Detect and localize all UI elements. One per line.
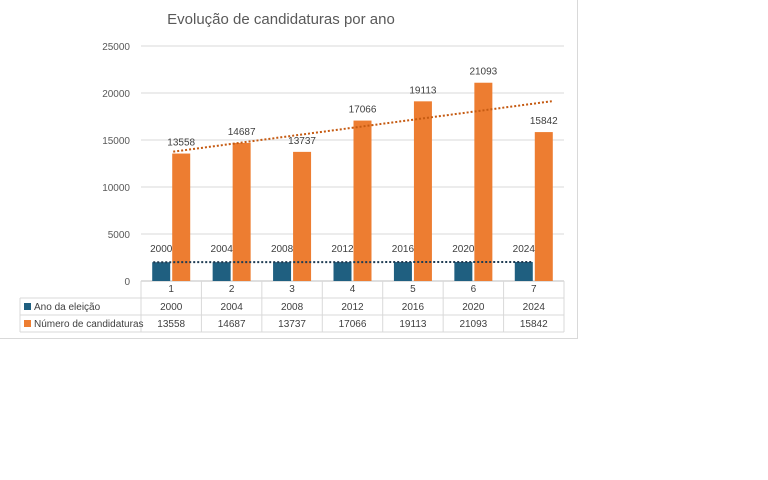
table-cell: 13558: [157, 319, 185, 330]
data-label-ano: 2004: [211, 244, 234, 255]
chart-panel: Evolução de candidaturas por ano 0 5000 100…: [0, 0, 578, 339]
bar-ano-da-eleicao: [152, 262, 171, 281]
table-cell: 2004: [221, 302, 244, 313]
table-cell: 17066: [339, 319, 367, 330]
data-label-candidaturas: 14687: [228, 127, 256, 138]
bar-numero-candidaturas: [474, 82, 493, 281]
legend-label: Número de candidaturas: [34, 319, 144, 330]
table-cell: 2000: [160, 302, 183, 313]
bar-ano-da-eleicao: [212, 262, 231, 281]
table-cell: 13737: [278, 319, 306, 330]
chart-svg: Evolução de candidaturas por ano 0 5000 100…: [19, 11, 565, 333]
y-tick-label: 20000: [102, 89, 130, 100]
bar-ano-da-eleicao: [454, 262, 473, 281]
bar-numero-candidaturas: [353, 120, 372, 282]
data-label-candidaturas: 13558: [167, 138, 195, 149]
y-tick-label: 5000: [108, 230, 131, 241]
data-label-ano: 2020: [452, 244, 475, 255]
legend-key: [24, 320, 31, 327]
y-tick-label: 15000: [102, 136, 130, 147]
table-cell: 2012: [341, 302, 364, 313]
x-tick-label: 1: [168, 284, 174, 295]
data-label-candidaturas: 19113: [409, 85, 437, 96]
table-cell: 2008: [281, 302, 304, 313]
bar-ano-da-eleicao: [273, 262, 292, 281]
x-tick-label: 7: [531, 284, 537, 295]
x-tick-label: 5: [410, 284, 416, 295]
x-tick-label: 3: [289, 284, 295, 295]
legend-label: Ano da eleição: [34, 302, 101, 313]
bar-numero-candidaturas: [534, 132, 553, 281]
table-cell: 2016: [402, 302, 425, 313]
y-tick-label: 25000: [102, 42, 130, 53]
table-cell: 21093: [459, 319, 487, 330]
table-cell: 14687: [218, 319, 246, 330]
bar-numero-candidaturas: [172, 153, 191, 281]
data-label-ano: 2000: [150, 244, 173, 255]
y-tick-label: 10000: [102, 183, 130, 194]
table-cell: 15842: [520, 319, 548, 330]
bar-numero-candidaturas: [413, 101, 432, 281]
bar-ano-da-eleicao: [514, 261, 533, 281]
bar-numero-candidaturas: [293, 151, 312, 281]
x-tick-label: 6: [471, 284, 477, 295]
bar-ano-da-eleicao: [333, 262, 352, 281]
data-label-candidaturas: 15842: [530, 116, 558, 127]
table-cell: 2024: [523, 302, 546, 313]
bar-ano-da-eleicao: [393, 262, 412, 281]
x-tick-label: 4: [350, 284, 356, 295]
data-label-ano: 2024: [513, 244, 536, 255]
data-label-ano: 2016: [392, 244, 415, 255]
table-cell: 19113: [399, 319, 427, 330]
x-tick-label: 2: [229, 284, 235, 295]
bar-numero-candidaturas: [232, 142, 251, 281]
y-tick-label: 0: [124, 277, 130, 288]
data-label-ano: 2012: [331, 244, 354, 255]
chart-title: Evolução de candidaturas por ano: [167, 11, 395, 28]
data-label-candidaturas: 21093: [469, 67, 497, 78]
data-label-candidaturas: 13737: [288, 136, 316, 147]
table-cell: 2020: [462, 302, 485, 313]
data-label-candidaturas: 17066: [349, 105, 377, 116]
legend-key: [24, 303, 31, 310]
data-label-ano: 2008: [271, 244, 294, 255]
